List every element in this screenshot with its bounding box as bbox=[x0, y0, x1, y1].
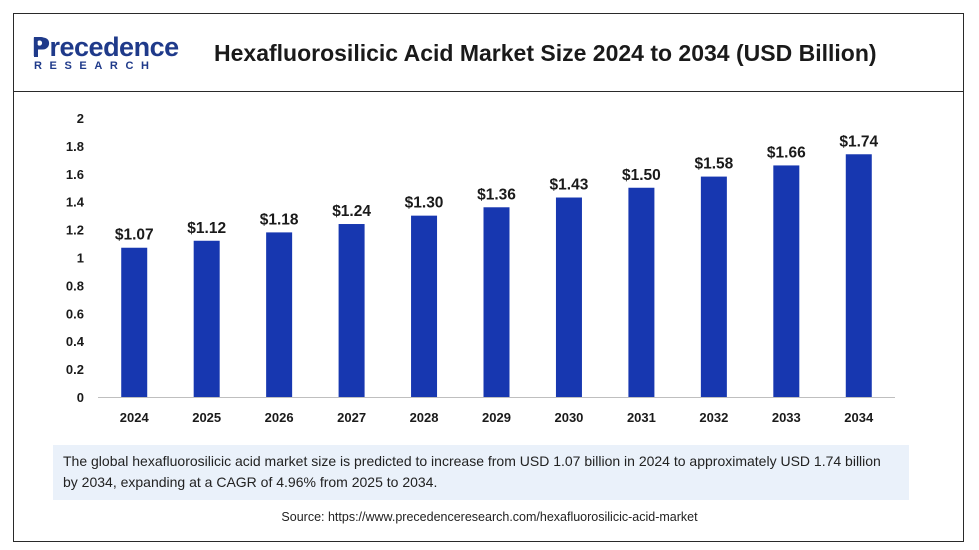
x-tick-label: 2024 bbox=[120, 410, 150, 425]
precedence-p-mark-icon bbox=[34, 37, 47, 57]
x-tick-label: 2029 bbox=[482, 410, 511, 425]
summary-text: The global hexafluorosilicic acid market… bbox=[63, 453, 881, 490]
y-tick-label: 2 bbox=[77, 111, 84, 126]
data-label-2025: $1.12 bbox=[187, 220, 226, 237]
bar-2026 bbox=[266, 232, 293, 397]
source-text: Source: https://www.precedenceresearch.c… bbox=[281, 510, 698, 524]
x-tick-label: 2031 bbox=[627, 410, 656, 425]
chart-title: Hexafluorosilicic Acid Market Size 2024 … bbox=[214, 40, 877, 66]
y-tick-label: 1.6 bbox=[66, 167, 84, 182]
x-tick-label: 2030 bbox=[554, 410, 583, 425]
data-label-2032: $1.58 bbox=[694, 156, 733, 173]
data-label-2030: $1.43 bbox=[550, 177, 589, 194]
y-tick-label: 1.4 bbox=[66, 195, 85, 210]
y-tick-label: 0 bbox=[77, 390, 84, 405]
y-tick-label: 0.8 bbox=[66, 278, 84, 293]
data-label-2034: $1.74 bbox=[839, 133, 878, 150]
data-label-2033: $1.66 bbox=[767, 144, 806, 161]
x-tick-label: 2026 bbox=[265, 410, 294, 425]
bar-2028 bbox=[411, 215, 438, 397]
bar-2029 bbox=[483, 207, 510, 397]
brand-sub: RESEARCH bbox=[34, 60, 157, 72]
x-tick-label: 2027 bbox=[337, 410, 366, 425]
brand-logo: Precedence RESEARCH bbox=[32, 32, 179, 76]
data-label-2028: $1.30 bbox=[405, 195, 444, 212]
y-tick-label: 1 bbox=[77, 251, 84, 266]
data-label-2031: $1.50 bbox=[622, 167, 661, 184]
x-tick-label: 2032 bbox=[699, 410, 728, 425]
y-tick-label: 0.2 bbox=[66, 362, 84, 377]
y-tick-label: 1.8 bbox=[66, 139, 84, 154]
data-label-2029: $1.36 bbox=[477, 186, 516, 203]
x-axis: 2024 2025 2026 2027 2028 2029 2030 2031 2032 2033… bbox=[98, 397, 895, 425]
bar-2024 bbox=[121, 247, 148, 397]
data-label-2026: $1.18 bbox=[260, 211, 299, 228]
x-tick-label: 2034 bbox=[844, 410, 874, 425]
data-label-2024: $1.07 bbox=[115, 227, 154, 244]
bar-2030 bbox=[555, 197, 582, 397]
x-tick-label: 2028 bbox=[410, 410, 439, 425]
y-tick-label: 0.6 bbox=[66, 306, 84, 321]
data-label-2027: $1.24 bbox=[332, 203, 371, 220]
x-tick-label: 2033 bbox=[772, 410, 801, 425]
x-tick-label: 2025 bbox=[192, 410, 221, 425]
bar-2032 bbox=[700, 176, 727, 397]
bar-2033 bbox=[773, 165, 800, 397]
bar-2031 bbox=[628, 187, 655, 397]
y-tick-label: 1.2 bbox=[66, 223, 84, 238]
y-axis: 0 0.2 0.4 0.6 0.8 1 1.2 1.4 1.6 1.8 2 bbox=[66, 111, 85, 405]
bar-2025 bbox=[193, 240, 220, 397]
data-labels: $1.07 $1.12 $1.18 $1.24 $1.30 $1.36 $1.43 $1.50… bbox=[115, 133, 879, 243]
bars bbox=[121, 154, 872, 397]
summary-box: The global hexafluorosilicic acid market… bbox=[53, 445, 909, 500]
brand-name: Precedence bbox=[32, 32, 179, 62]
header-divider bbox=[13, 91, 964, 92]
bar-2027 bbox=[338, 224, 365, 397]
bar-2034 bbox=[845, 154, 872, 397]
y-tick-label: 0.4 bbox=[66, 334, 85, 349]
